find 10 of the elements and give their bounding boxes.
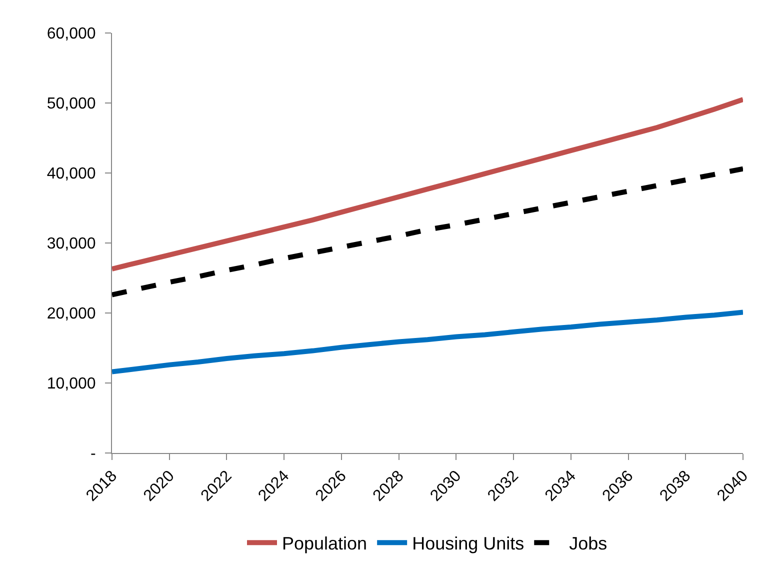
legend-label: Housing Units	[412, 534, 524, 554]
y-tick-label: 30,000	[46, 236, 96, 253]
y-tick-label: 40,000	[46, 166, 96, 183]
y-tick-label: -	[90, 446, 96, 463]
y-tick-label: 10,000	[46, 376, 96, 393]
y-tick-label: 60,000	[46, 26, 96, 43]
y-tick-label: 50,000	[46, 96, 96, 113]
legend-label: Jobs	[569, 534, 608, 554]
legend-label: Population	[282, 534, 368, 554]
y-tick-label: 20,000	[46, 306, 96, 323]
